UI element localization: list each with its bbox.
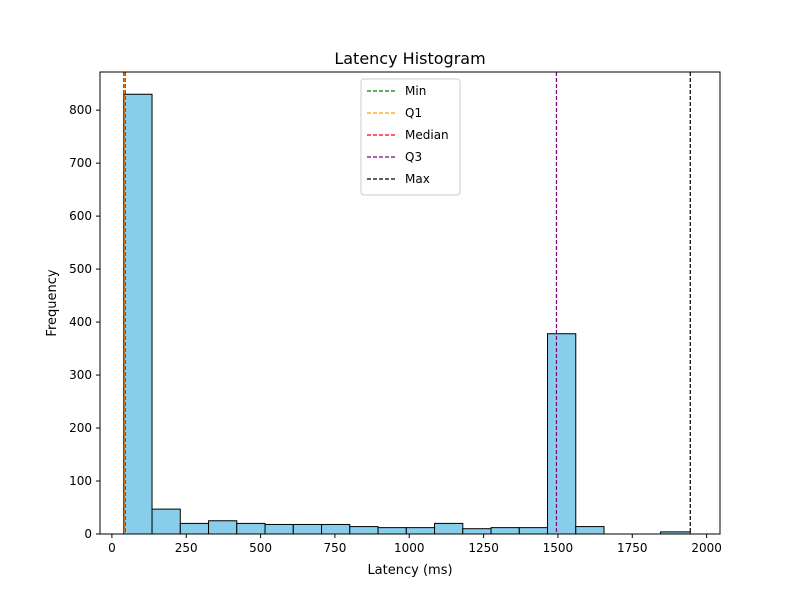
- histogram-bar: [179, 522, 210, 535]
- legend-entry-q3: Q3: [405, 150, 422, 164]
- y-tick-label: 500: [69, 262, 92, 276]
- y-axis-ticks: 0 100 200 300 400 500 600 700 800: [69, 103, 100, 541]
- histogram-bar: [518, 527, 549, 535]
- x-tick-label: 1250: [468, 541, 499, 555]
- x-axis-ticks: 0 250 500 750 1000 1250 1500 1750 2000: [108, 534, 722, 555]
- histogram-bar: [462, 528, 492, 535]
- y-axis-label: Frequency: [45, 269, 60, 336]
- histogram-bar: [349, 526, 379, 535]
- legend-entry-q1: Q1: [405, 106, 422, 120]
- legend-entry-min: Min: [405, 84, 426, 98]
- histogram-bar: [208, 520, 238, 535]
- plot-area-frame: [99, 71, 721, 535]
- legend-entry-median: Median: [405, 128, 449, 142]
- y-tick-label: 200: [69, 421, 92, 435]
- histogram-bar: [547, 333, 577, 535]
- chart-title: Latency Histogram: [334, 49, 485, 68]
- histogram-bar: [575, 526, 605, 535]
- x-tick-label: 2000: [691, 541, 722, 555]
- x-tick-label: 1500: [543, 541, 574, 555]
- y-tick-label: 0: [84, 527, 92, 541]
- histogram-bars: [123, 93, 691, 535]
- x-tick-label: 250: [175, 541, 198, 555]
- x-tick-label: 1000: [394, 541, 425, 555]
- histogram-bar: [264, 523, 294, 535]
- y-tick-label: 800: [69, 103, 92, 117]
- x-axis-label: Latency (ms): [367, 563, 452, 578]
- histogram-bar: [434, 522, 464, 535]
- histogram-bar: [490, 527, 520, 535]
- histogram-bar: [405, 527, 436, 535]
- histogram-bar: [151, 508, 181, 535]
- y-tick-label: 400: [69, 315, 92, 329]
- x-tick-label: 0: [108, 541, 116, 555]
- histogram-bar: [292, 523, 323, 535]
- y-tick-label: 300: [69, 368, 92, 382]
- histogram-bar: [123, 93, 153, 535]
- histogram-bar: [377, 527, 407, 535]
- y-tick-label: 700: [69, 156, 92, 170]
- x-tick-label: 750: [323, 541, 346, 555]
- legend-entry-max: Max: [405, 172, 430, 186]
- statistic-lines: [123, 72, 691, 534]
- x-tick-label: 500: [249, 541, 272, 555]
- y-tick-label: 600: [69, 209, 92, 223]
- x-tick-label: 1750: [617, 541, 648, 555]
- histogram-bar: [321, 523, 351, 535]
- legend: Min Q1 Median Q3 Max: [360, 78, 461, 196]
- y-tick-label: 100: [69, 474, 92, 488]
- histogram-bar: [236, 522, 266, 535]
- legend-box: [360, 78, 461, 196]
